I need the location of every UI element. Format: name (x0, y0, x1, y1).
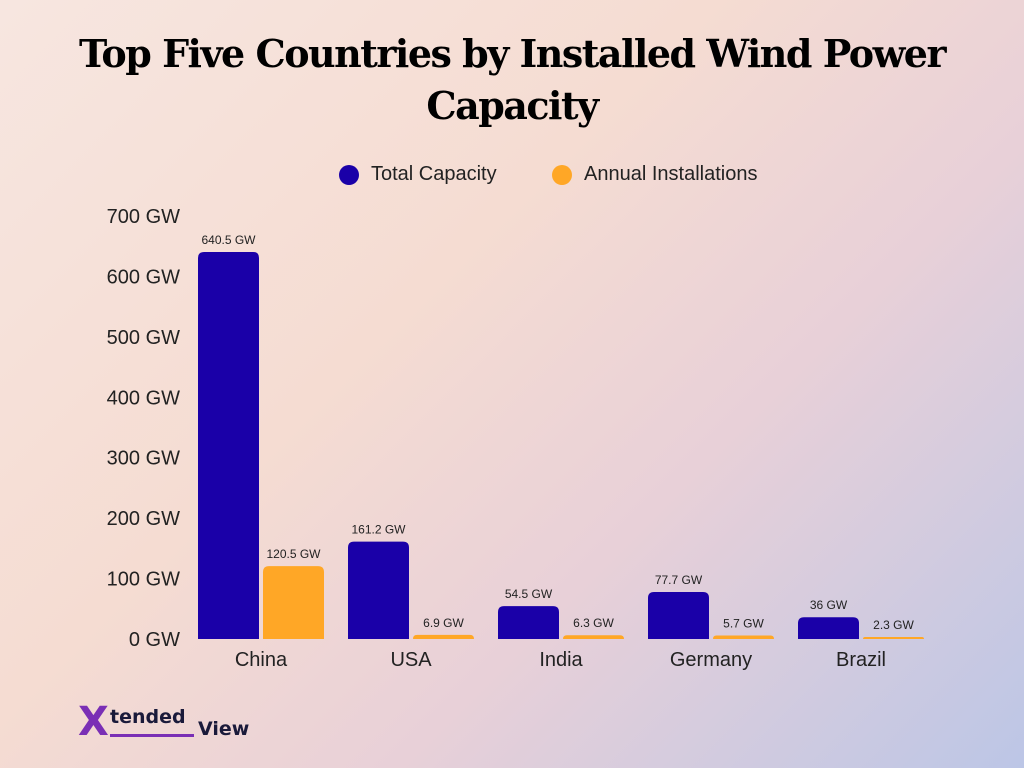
legend-item-annual: Annual Installations (552, 163, 757, 186)
y-tick-label: 700 GW (107, 206, 180, 228)
bar-value-label: 36 GW (810, 598, 848, 612)
y-tick-label: 400 GW (107, 387, 180, 409)
logo-x: X (78, 699, 109, 745)
bar-value-label: 5.7 GW (723, 617, 764, 631)
bar-value-label: 54.5 GW (505, 587, 553, 601)
bar-total-capacity (498, 606, 559, 639)
brand-logo: X tended View (78, 700, 268, 744)
y-tick-label: 0 GW (129, 629, 180, 651)
bar-value-label: 6.3 GW (573, 616, 614, 630)
y-tick-label: 300 GW (107, 448, 180, 470)
chart-title: Top Five Countries by Installed Wind Pow… (0, 28, 1024, 132)
bar-value-label: 6.9 GW (423, 616, 464, 630)
logo-view: View (198, 718, 250, 740)
bar-value-label: 77.7 GW (655, 573, 703, 587)
bar-annual-installations (863, 637, 924, 639)
chart-title-line1: Top Five Countries by Installed Wind Pow… (79, 31, 947, 76)
bar-total-capacity (798, 617, 859, 639)
bar-total-capacity (348, 541, 409, 639)
legend-item-total: Total Capacity (339, 163, 497, 186)
y-tick-label: 600 GW (107, 266, 180, 288)
x-category-label: India (539, 649, 583, 671)
x-category-label: Brazil (836, 649, 886, 671)
x-category-label: China (235, 649, 288, 671)
legend-swatch-annual (552, 164, 572, 185)
logo-underline (110, 734, 194, 737)
y-tick-label: 100 GW (107, 569, 180, 591)
legend-label-annual: Annual Installations (584, 163, 758, 185)
x-category-label: Germany (670, 649, 752, 671)
y-tick-label: 500 GW (107, 327, 180, 349)
chart-title-line2: Capacity (426, 83, 599, 128)
logo-tended: tended (110, 706, 186, 728)
bar-total-capacity (198, 251, 259, 639)
bar-annual-installations (263, 566, 324, 639)
legend-label-total: Total Capacity (371, 163, 497, 185)
bar-annual-installations (563, 635, 624, 639)
bar-annual-installations (413, 634, 474, 639)
x-category-label: USA (390, 649, 432, 671)
bar-value-label: 120.5 GW (266, 547, 321, 561)
legend: Total Capacity Annual Installations (0, 163, 1024, 189)
bar-value-label: 161.2 GW (351, 523, 406, 537)
bar-value-label: 2.3 GW (873, 618, 914, 632)
y-tick-label: 200 GW (107, 508, 180, 530)
bar-total-capacity (648, 592, 709, 639)
bar-annual-installations (713, 635, 774, 639)
legend-swatch-total (339, 164, 359, 185)
bar-value-label: 640.5 GW (201, 233, 256, 247)
